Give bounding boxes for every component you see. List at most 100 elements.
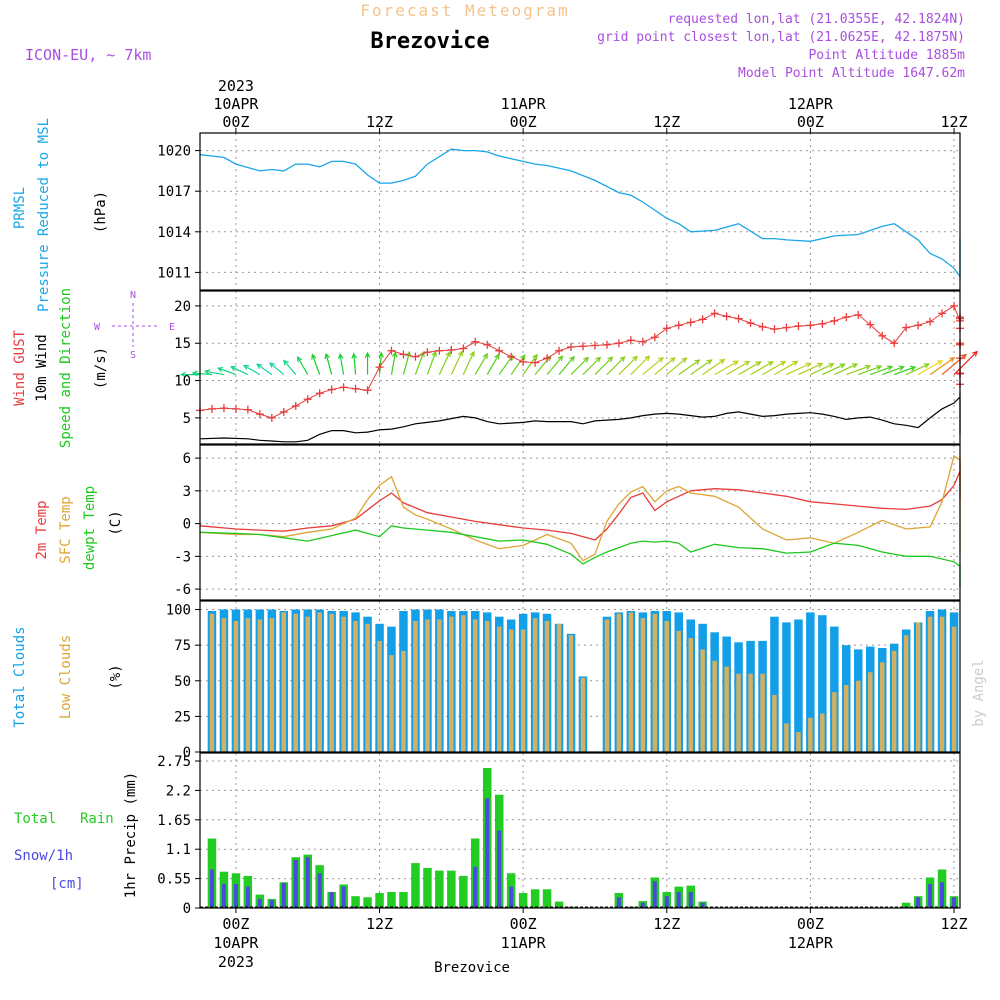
precip-bar-snow-1h — [485, 798, 490, 908]
clouds-bar-total-clouds — [830, 626, 839, 752]
wind-arrow-head — [937, 360, 944, 366]
pressure-ytick-label: 1011 — [157, 265, 191, 281]
clouds-bar-low-clouds — [628, 612, 634, 752]
wind-arrow-head — [520, 354, 526, 361]
clouds-ytick-label: 50 — [174, 674, 191, 690]
wind-arrow — [642, 357, 664, 376]
wind-arrow — [426, 351, 437, 375]
wind-arrow — [256, 363, 273, 376]
precip-bar-total-rain — [387, 892, 396, 908]
clouds-bar-low-clouds — [688, 638, 693, 752]
wind-arrow-head — [324, 352, 330, 360]
wind-arrow — [750, 361, 774, 376]
wind-arrow-head — [972, 350, 978, 357]
wind-arrow-head — [719, 358, 726, 365]
clouds-bar-total-clouds — [818, 615, 827, 752]
wind-arrow — [311, 354, 321, 375]
precip-bar-snow-1h — [329, 892, 334, 908]
clouds-bar-low-clouds — [844, 685, 849, 752]
wind-arrow — [929, 357, 955, 376]
wind-arrow — [678, 359, 700, 376]
wind-arrow — [786, 362, 811, 376]
cloud-panel-labels: Total Clouds Low Clouds (%) — [12, 626, 124, 727]
wind-arrow-head — [669, 356, 676, 363]
hpa-unit-label: (hPa) — [93, 191, 109, 233]
pressure-frame — [199, 132, 961, 291]
precip-bar-snow-1h — [652, 881, 657, 908]
wind10m-label: 10m Wind — [34, 334, 50, 401]
wind-arrow-head — [887, 365, 894, 371]
precip-bar-total-rain — [518, 893, 528, 908]
clouds-bar-low-clouds — [748, 673, 753, 752]
wind-arrow — [714, 360, 739, 376]
wind-arrow — [666, 357, 687, 376]
clouds-ytick-label: 0 — [183, 745, 191, 761]
wind-arrow — [905, 363, 930, 376]
bottom-time-label: 12Z — [940, 915, 967, 933]
wind-arrow — [654, 357, 676, 376]
clouds-bar-low-clouds — [915, 622, 921, 752]
wind-arrow — [269, 362, 285, 376]
wind-arrow-head — [482, 352, 488, 359]
top-date-label: 10APR — [213, 95, 259, 113]
clouds-bar-low-clouds — [233, 620, 239, 752]
wind-arrow-head — [607, 356, 614, 363]
wind-arrow-head — [876, 365, 883, 371]
wind-arrow — [881, 366, 904, 376]
clouds-bar-low-clouds — [880, 662, 885, 752]
wind-arrow — [474, 353, 488, 375]
temperature-ytick-label: 0 — [183, 517, 191, 533]
clouds-bar-low-clouds — [700, 649, 705, 752]
clouds-bar-low-clouds — [927, 616, 933, 752]
wind-arrow-head — [805, 362, 812, 368]
precip-bar-snow-1h — [317, 873, 322, 908]
top-time-label: 12Z — [653, 113, 680, 131]
wind-series-10m-wind — [199, 392, 961, 443]
wind-arrow — [522, 354, 538, 375]
precip-bar-snow-1h — [952, 897, 956, 908]
wind-arrow-head — [644, 355, 651, 362]
wind-arrow — [690, 359, 712, 376]
precip-bar-snow-1h — [916, 897, 921, 908]
temperature-ytick-label: 3 — [183, 484, 191, 500]
precip-bar-snow-1h — [616, 897, 621, 908]
clouds-bar-low-clouds — [485, 620, 490, 752]
sfc-label: SFC Temp — [58, 496, 74, 563]
pressure-ytick-label: 1017 — [157, 184, 191, 200]
wind-arrow-head — [583, 356, 590, 363]
wind-arrow-head — [296, 355, 303, 363]
wind-arrow-head — [557, 355, 564, 362]
clouds-bar-low-clouds — [664, 620, 669, 752]
clouds-bar-low-clouds — [365, 623, 370, 752]
wind-arrow-head — [569, 355, 575, 362]
wind-arrow-head — [681, 357, 688, 363]
wind-arrow — [618, 356, 638, 376]
wind-arrow-head — [706, 359, 713, 365]
wind-arrow-head — [792, 360, 799, 366]
precip-bar-snow-1h — [293, 859, 298, 908]
wind-arrow-head — [364, 351, 371, 358]
clouds-bar-low-clouds — [389, 655, 394, 752]
speed-dir-label: Speed and Direction — [58, 288, 74, 448]
clouds-bar-low-clouds — [903, 635, 909, 752]
wind-arrow-head — [469, 350, 475, 357]
clouds-bar-low-clouds — [676, 630, 681, 752]
clouds-bar-low-clouds — [604, 619, 610, 752]
snow-label: Snow/1h — [14, 848, 73, 864]
precip-bar-snow-1h — [269, 900, 274, 908]
clouds-ytick-label: 25 — [174, 709, 191, 725]
top-time-label: 12Z — [940, 113, 967, 131]
precip-bar-total-rain — [399, 892, 408, 908]
location-title: Brezovice — [370, 29, 489, 54]
top-time-label: 00Z — [797, 113, 824, 131]
pressure-panel-labels: PRMSL Pressure Reduced to MSL (hPa) — [12, 118, 109, 312]
wind-arrow — [462, 351, 475, 375]
top-date-label: 12APR — [788, 95, 834, 113]
clouds-bar-low-clouds — [221, 618, 227, 752]
wind-arrow-head — [780, 360, 787, 367]
temperature-ytick-label: 6 — [183, 451, 191, 467]
wind-arrow-head — [632, 355, 638, 362]
precip-bar-total-rain — [435, 870, 444, 908]
footer-location: Brezovice — [434, 960, 510, 976]
wind-arrow — [774, 360, 798, 376]
